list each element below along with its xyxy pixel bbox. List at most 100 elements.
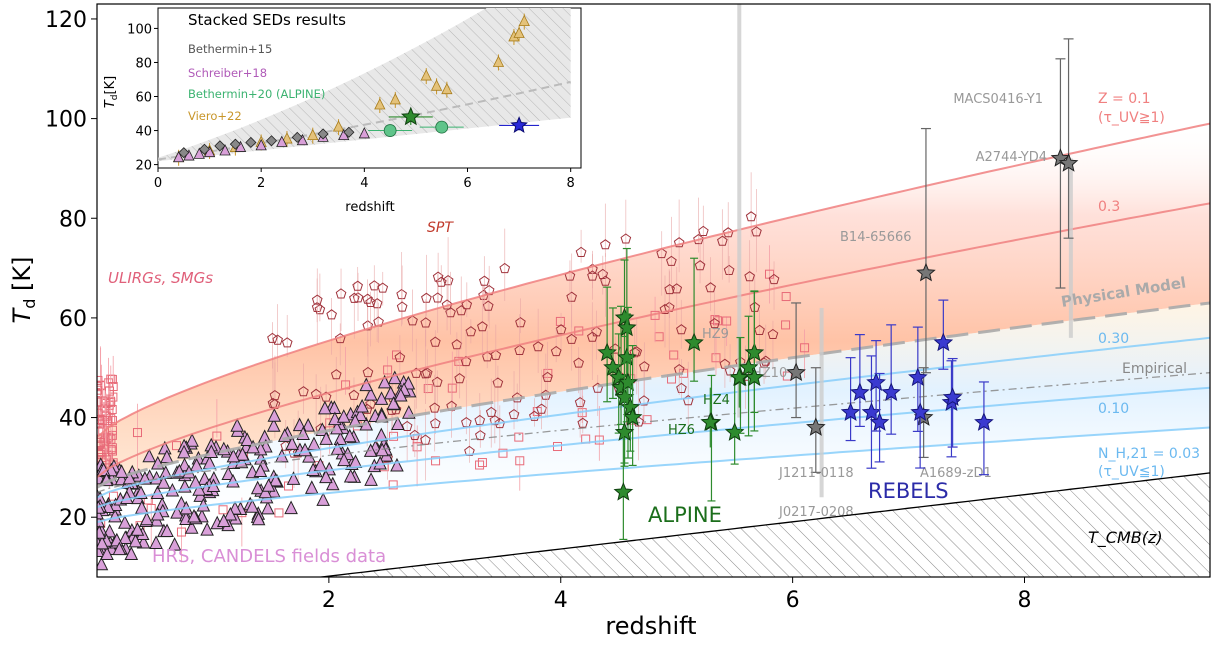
triangle-marker (250, 480, 265, 495)
bethermin15-marker (245, 136, 257, 149)
y-tick-label: 40 (59, 407, 87, 432)
bethermin15-marker (291, 131, 303, 143)
viero-marker (332, 120, 345, 132)
pentagon-marker (430, 336, 441, 347)
pentagon-marker (431, 376, 443, 387)
pentagon-marker (574, 396, 586, 408)
x-tick-label: 4 (554, 588, 568, 613)
inset-band-hatch (158, 8, 571, 162)
label-a1689: A1689-zD1 (920, 466, 992, 481)
triangle-marker (130, 522, 145, 536)
triangle-marker (251, 511, 266, 526)
pentagon-marker (348, 389, 360, 400)
square-marker (107, 425, 117, 435)
square-marker (97, 408, 103, 418)
triangle-marker (149, 535, 163, 549)
square-marker (669, 350, 679, 360)
alpine-star (622, 407, 643, 426)
square-marker (722, 316, 732, 326)
rebels-star (933, 332, 954, 352)
label-j1211: J1211-0118 (778, 466, 854, 481)
triangle-marker (343, 468, 358, 483)
alpine-star (724, 422, 745, 441)
square-marker (107, 374, 117, 384)
pentagon-marker (420, 434, 431, 445)
label-hrs: HRS, CANDELS fields data (152, 546, 386, 567)
pentagon-marker (529, 410, 540, 421)
square-marker (383, 365, 393, 375)
triangle-marker (319, 469, 333, 484)
triangle-marker (377, 374, 392, 389)
x-tick-label: 2 (322, 588, 336, 613)
pentagon-marker (754, 324, 765, 335)
pentagon-marker (745, 211, 757, 222)
pentagon-marker (441, 299, 453, 310)
triangle-marker (390, 457, 404, 472)
y-tick-label: 20 (59, 506, 87, 531)
triangle-marker (118, 515, 132, 529)
triangle-marker (97, 500, 106, 514)
square-marker (102, 455, 112, 465)
pentagon-marker (666, 255, 677, 266)
square-marker (781, 320, 791, 330)
pentagon-marker (768, 273, 780, 285)
pentagon-marker (421, 367, 433, 378)
triangle-marker (386, 396, 401, 410)
triangle-marker (373, 455, 387, 470)
square-marker (711, 353, 721, 363)
inset-y-tick-label: 20 (135, 159, 152, 174)
curve-0 (97, 122, 1210, 439)
square-marker (176, 527, 186, 537)
label-z03: 0.3 (1098, 199, 1120, 215)
label-n030: 0.30 (1098, 331, 1129, 347)
inset-y-tick-label: 80 (135, 56, 152, 71)
inset-x-tick-label: 8 (567, 176, 575, 191)
column-a2744 (1068, 158, 1073, 338)
triangle-marker (374, 391, 389, 405)
bethermin20-marker (383, 124, 397, 137)
triangle-marker (364, 387, 378, 401)
label-ulirgs: ULIRGs, SMGs (108, 269, 213, 287)
pentagon-marker (365, 398, 376, 409)
triangle-marker (156, 475, 171, 489)
triangle-marker (253, 463, 268, 477)
pentagon-marker (744, 271, 755, 282)
label-a2744: A2744-YD4 (976, 150, 1047, 165)
square-marker (781, 292, 791, 302)
inset-x-tick-label: 6 (463, 176, 471, 191)
pentagon-marker (723, 264, 735, 275)
pentagon-marker (514, 344, 525, 355)
inset-rebels-star (510, 116, 528, 133)
triangle-marker (160, 523, 174, 538)
triangle-marker (128, 533, 143, 548)
alpine-star (738, 357, 759, 377)
triangle-marker (150, 506, 165, 521)
square-marker (388, 480, 398, 490)
pentagon-marker (396, 301, 408, 312)
pentagon-marker (445, 307, 456, 318)
triangle-marker (304, 480, 319, 494)
inset-plot: 0 2 4 6 8 20 40 60 80 100 Stacked SEDs results Be… (103, 7, 582, 215)
pentagon-marker (310, 388, 322, 399)
label-tcmb: T_CMB(z) (1088, 528, 1163, 548)
label-hz9: HZ9 (702, 327, 729, 342)
triangle-marker (245, 499, 260, 513)
pentagon-marker (371, 298, 383, 309)
square-marker (431, 456, 441, 466)
pentagon-marker (429, 402, 440, 413)
square-marker (447, 383, 457, 393)
bethermin15-marker (198, 143, 210, 155)
y-tick-label: 80 (59, 207, 87, 232)
label-b14: B14-65666 (840, 230, 912, 245)
triangle-marker (391, 416, 405, 431)
inset-x-tick-label: 2 (257, 176, 265, 191)
pentagon-marker (694, 260, 706, 271)
pentagon-marker (362, 293, 373, 304)
x-axis-label: redshift (605, 612, 696, 640)
pentagon-marker (532, 341, 544, 352)
square-marker (132, 428, 142, 438)
pentagon-marker (693, 233, 704, 245)
curve-1 (97, 202, 1210, 479)
triangle-marker (301, 417, 315, 432)
